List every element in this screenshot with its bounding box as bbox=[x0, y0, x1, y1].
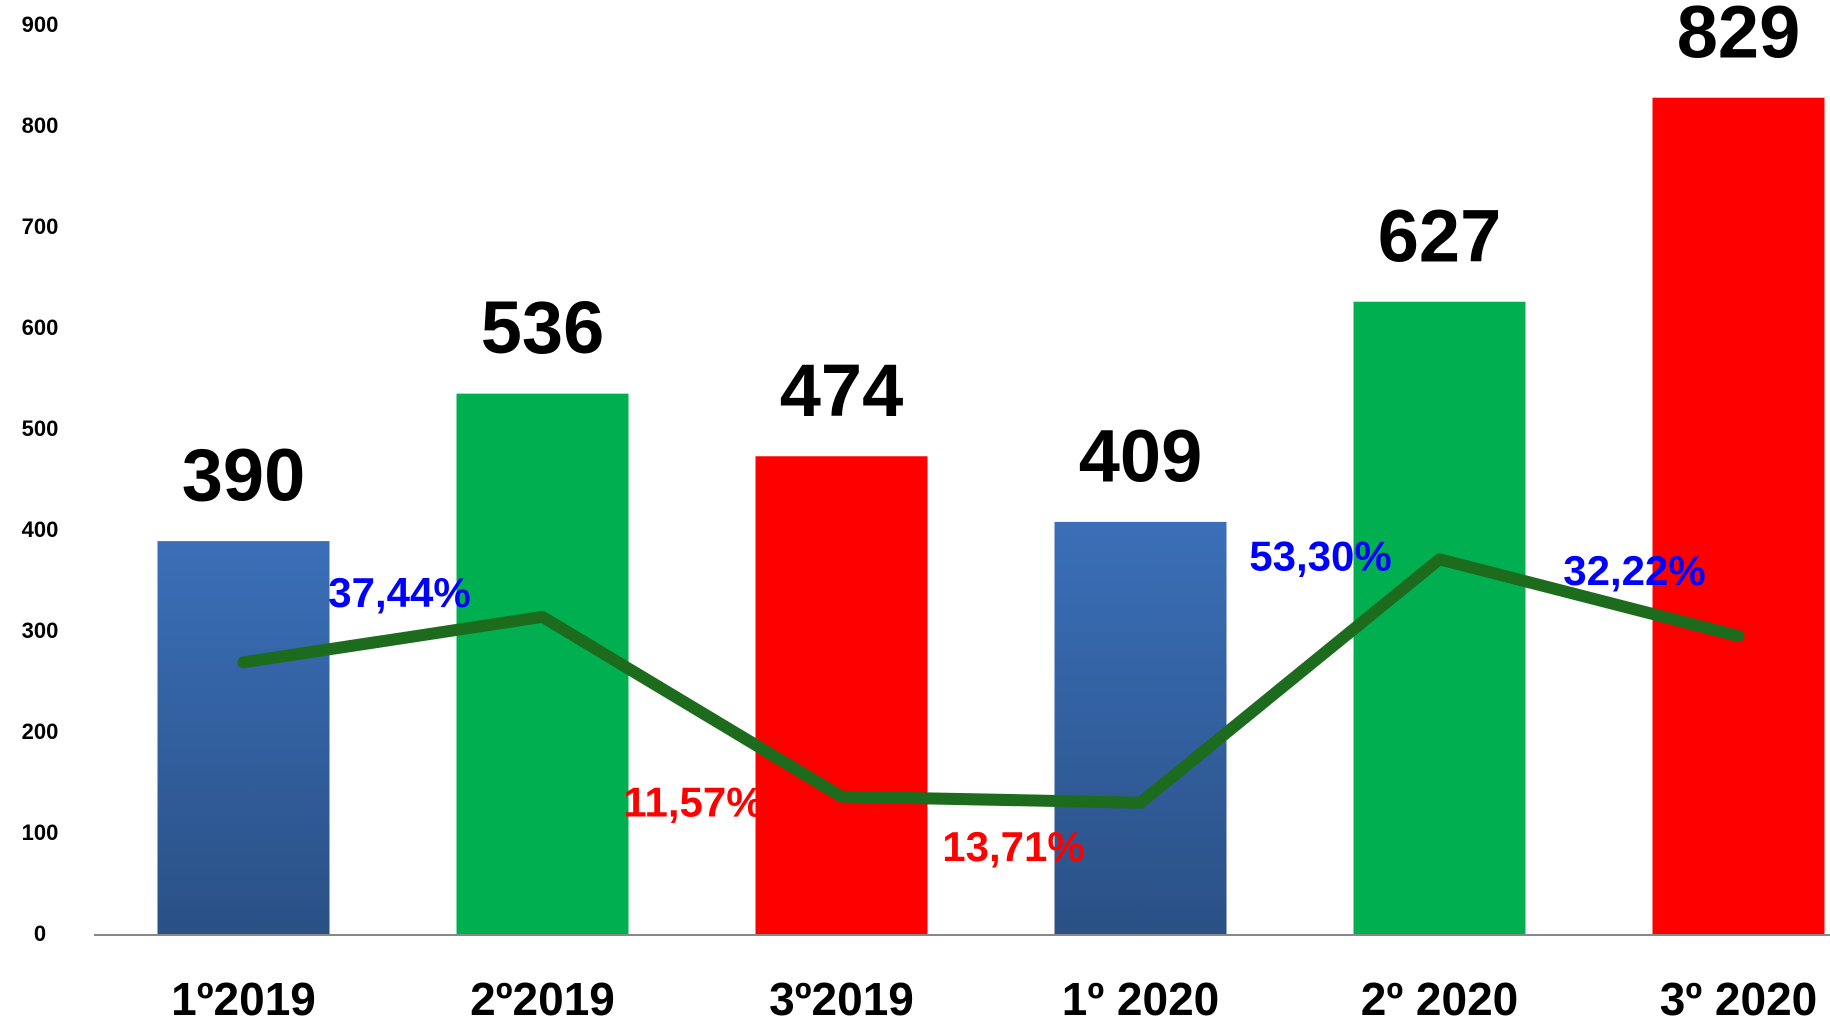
y-tick-label: 500 bbox=[22, 416, 59, 441]
x-tick-label: 1º2019 bbox=[171, 973, 316, 1023]
bar bbox=[1054, 521, 1227, 935]
y-tick-label: 900 bbox=[22, 12, 59, 37]
annotation: 37,44% bbox=[328, 569, 470, 616]
value-label: 409 bbox=[1079, 414, 1202, 497]
bar bbox=[456, 393, 629, 935]
y-tick-label: 100 bbox=[22, 820, 59, 845]
annotation: 32,22% bbox=[1563, 547, 1705, 594]
x-tick-label: 3º 2020 bbox=[1660, 973, 1818, 1023]
annotation: 11,57% bbox=[623, 779, 763, 826]
y-tick-label: 800 bbox=[22, 113, 59, 138]
y-tick-label: 300 bbox=[22, 618, 59, 643]
bar bbox=[157, 541, 330, 935]
annotation: 13,71% bbox=[942, 823, 1084, 870]
value-label: 390 bbox=[182, 434, 305, 517]
x-tick-label: 3º2019 bbox=[769, 973, 914, 1023]
value-label: 474 bbox=[780, 349, 903, 432]
annotation: 53,30% bbox=[1249, 532, 1391, 579]
value-label: 536 bbox=[481, 286, 604, 369]
x-tick-label: 2º 2020 bbox=[1361, 973, 1519, 1023]
y-tick-label: 400 bbox=[22, 517, 59, 542]
bar bbox=[1353, 301, 1526, 936]
value-label: 627 bbox=[1378, 194, 1501, 277]
y-tick-label: 0 bbox=[34, 921, 46, 946]
y-tick-label: 600 bbox=[22, 315, 59, 340]
x-tick-label: 1º 2020 bbox=[1062, 973, 1220, 1023]
x-tick-label: 2º2019 bbox=[470, 973, 615, 1023]
line bbox=[237, 553, 1745, 809]
bar bbox=[1652, 97, 1825, 935]
bar bbox=[755, 456, 928, 935]
y-tick-label: 700 bbox=[22, 214, 59, 239]
value-label: 829 bbox=[1677, 0, 1800, 73]
y-tick-label: 200 bbox=[22, 719, 59, 744]
